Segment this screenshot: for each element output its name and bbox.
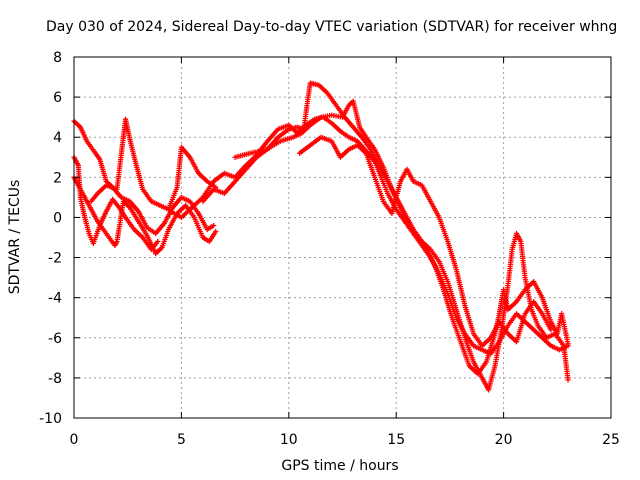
x-axis-label: GPS time / hours [281, 458, 398, 474]
data-point [213, 228, 219, 235]
y-axis-ticks: 8 6 4 2 0 -2 -4 -6 -8 -10 [39, 50, 611, 427]
y-tick-label: 0 [53, 210, 62, 226]
series-track-h [296, 134, 554, 349]
y-tick-label: -8 [48, 371, 62, 387]
chart-title: Day 030 of 2024, Sidereal Day-to-day VTE… [46, 19, 617, 35]
x-tick-label: 10 [280, 432, 298, 448]
y-tick-label: 4 [53, 130, 62, 146]
data-point [548, 327, 554, 333]
x-tick-label: 20 [495, 432, 513, 448]
x-tick-label: 0 [70, 432, 79, 448]
x-tick-label: 25 [602, 432, 620, 448]
grid-lines [74, 57, 611, 418]
y-tick-label: -10 [39, 411, 62, 427]
data-point [155, 238, 161, 245]
data-points [71, 80, 571, 393]
data-point [565, 377, 571, 383]
y-tick-label: -4 [48, 291, 62, 307]
series-track-f [200, 80, 571, 393]
series-track-d [88, 116, 219, 213]
y-tick-label: 8 [53, 50, 62, 66]
y-tick-label: 6 [53, 90, 62, 106]
series-track-c [71, 154, 161, 253]
x-tick-label: 5 [177, 432, 186, 448]
series-track-g [232, 98, 571, 377]
data-point [565, 341, 571, 347]
plot-frame [73, 56, 612, 419]
series-track-a [71, 118, 217, 237]
x-tick-label: 15 [387, 432, 405, 448]
y-tick-label: -2 [48, 251, 62, 267]
y-tick-label: 2 [53, 170, 62, 186]
y-tick-label: -6 [48, 331, 62, 347]
series-track-b [71, 174, 219, 257]
y-axis-label: SDTVAR / TECUs [7, 180, 23, 295]
data-point [211, 222, 217, 229]
x-axis-ticks: 0 5 10 15 20 25 [70, 57, 620, 448]
